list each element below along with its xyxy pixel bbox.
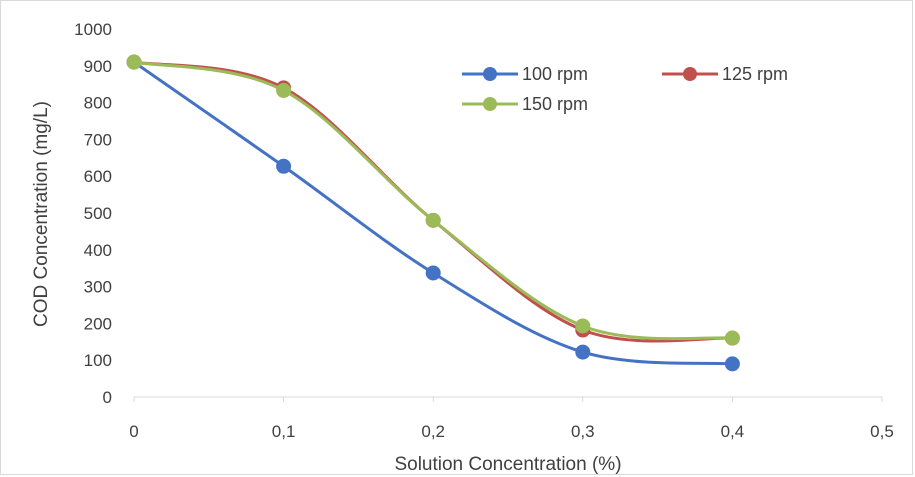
- data-point: [276, 82, 292, 98]
- data-point: [276, 158, 292, 174]
- series-line: [132, 60, 734, 341]
- y-tick-label: 0: [103, 388, 112, 407]
- x-tick-label: 0,2: [421, 422, 445, 441]
- legend-entry: 125 rpm: [662, 64, 788, 84]
- y-tick-label: 800: [84, 94, 112, 113]
- y-tick-label: 200: [84, 314, 112, 333]
- data-point: [575, 344, 591, 360]
- y-axis-title: COD Concentration (mg/L): [31, 101, 52, 327]
- data-point: [724, 330, 740, 346]
- x-tick-label: 0: [129, 422, 138, 441]
- y-tick-label: 600: [84, 167, 112, 186]
- y-tick-label: 300: [84, 278, 112, 297]
- data-point: [425, 265, 441, 281]
- y-tick-label: 900: [84, 57, 112, 76]
- legend-entry: 150 rpm: [462, 94, 588, 114]
- x-axis-title: Solution Concentration (%): [394, 454, 621, 475]
- x-tick-label: 0,5: [870, 422, 894, 441]
- series-layer: [126, 54, 740, 372]
- series-150-rpm: [126, 54, 740, 346]
- data-point: [724, 356, 740, 372]
- axes: 0 100 200 300 400 500 600 700 800 900 1000 0 0,1 0,2 0…: [74, 20, 894, 441]
- series-line: [132, 60, 734, 343]
- x-tick-label: 0,4: [721, 422, 745, 441]
- x-tick-label: 0,3: [571, 422, 595, 441]
- legend-label: 150 rpm: [522, 94, 588, 114]
- data-point: [425, 212, 441, 228]
- y-tick-label: 700: [84, 130, 112, 149]
- legend-entry: 100 rpm: [462, 64, 588, 84]
- y-tick-label: 500: [84, 204, 112, 223]
- y-tick-label: 1000: [74, 20, 112, 39]
- legend-label: 100 rpm: [522, 64, 588, 84]
- data-point: [575, 318, 591, 334]
- y-tick-label: 100: [84, 351, 112, 370]
- legend-label: 125 rpm: [722, 64, 788, 84]
- legend: 100 rpm 125 rpm 150 rpm: [462, 64, 788, 114]
- legend-marker: [483, 97, 497, 111]
- legend-marker: [483, 67, 497, 81]
- y-tick-label: 400: [84, 241, 112, 260]
- series-125-rpm: [126, 54, 740, 346]
- data-point: [126, 54, 142, 70]
- legend-marker: [683, 67, 697, 81]
- x-tick-label: 0,1: [272, 422, 296, 441]
